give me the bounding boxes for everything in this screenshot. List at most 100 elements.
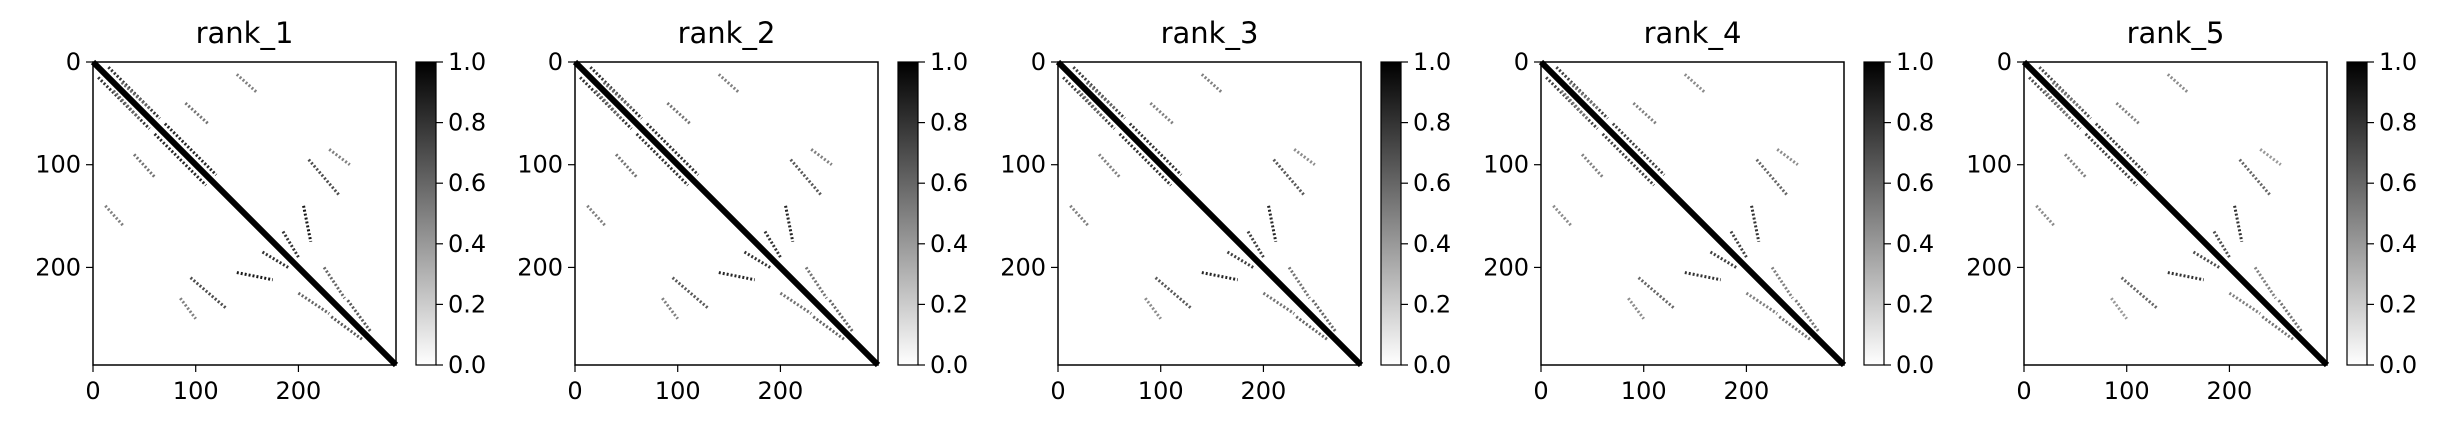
colorbar-tick-label: 0.8 <box>448 109 486 137</box>
contact-band-upper-4 <box>1632 101 1658 125</box>
contact-band-upper-5 <box>2094 122 2149 177</box>
chart-title: rank_5 <box>2127 16 2225 50</box>
contact-traces <box>97 66 372 341</box>
contact-band-upper-3 <box>2166 73 2190 94</box>
colorbar-gradient <box>2346 61 2368 366</box>
diagonal <box>2021 59 2330 368</box>
contact-band-lower-3 <box>1069 204 1090 228</box>
contact-band-upper-5 <box>163 122 218 177</box>
colorbar-tick-label: 0.2 <box>1413 290 1451 318</box>
contact-traces <box>1545 66 1820 341</box>
x-tick-label: 100 <box>1621 377 1667 405</box>
colorbar-tick-label: 1.0 <box>448 48 486 76</box>
contact-band-lower-9 <box>743 250 771 269</box>
contact-band-upper-4 <box>666 101 692 125</box>
colorbar-tick-label: 0.0 <box>1896 351 1934 379</box>
contact-band-lower-9 <box>1226 250 1254 269</box>
x-tick-label: 0 <box>2016 377 2031 405</box>
colorbar-tick-label: 0.2 <box>930 290 968 318</box>
y-tick-label: 0 <box>66 48 81 76</box>
contact-band-lower-5 <box>635 132 690 187</box>
colorbar-tick-label: 0.2 <box>1896 290 1934 318</box>
colorbar-tick-label: 0.6 <box>448 169 486 197</box>
x-tick-label: 0 <box>1533 377 1548 405</box>
colorbar: 0.0 0.2 0.4 0.6 0.8 1.0 <box>2346 48 2417 379</box>
y-tick-label: 100 <box>1966 151 2012 179</box>
x-tick-label: 200 <box>758 377 804 405</box>
colorbar-tick-label: 0.4 <box>1413 230 1451 258</box>
y-tick-label: 200 <box>1483 253 1529 281</box>
heatmap-panel-5: 0 100 200 0 100 200 rank_5 0.0 0.2 0.4 0.6 0.8 1.0 <box>1966 16 2417 405</box>
colorbar-tick-label: 0.4 <box>448 230 486 258</box>
x-tick-label: 100 <box>2104 377 2150 405</box>
colorbar-tick-label: 0.8 <box>1413 109 1451 137</box>
contact-band-lower-6 <box>2110 297 2128 320</box>
chart-title: rank_1 <box>196 16 294 50</box>
contact-band-upper-9 <box>1246 230 1265 258</box>
colorbar-tick-label: 0.0 <box>930 351 968 379</box>
contact-band-upper-5 <box>1611 122 1666 177</box>
colorbar-tick-label: 0.8 <box>2379 109 2417 137</box>
colorbar-gradient <box>897 61 919 366</box>
colorbar-tick-label: 1.0 <box>1896 48 1934 76</box>
contact-band-upper-6 <box>1293 148 1316 166</box>
colorbar-tick-label: 0.4 <box>1896 230 1934 258</box>
contact-band-lower-5 <box>1601 132 1656 187</box>
y-tick-label: 0 <box>1997 48 2012 76</box>
y-tick-label: 100 <box>517 151 563 179</box>
contact-band-upper-5 <box>1128 122 1183 177</box>
contact-band-lower-4 <box>132 153 156 179</box>
colorbar-tick-label: 0.6 <box>1896 169 1934 197</box>
colorbar: 0.0 0.2 0.4 0.6 0.8 1.0 <box>1380 48 1451 379</box>
contact-traces <box>579 66 854 341</box>
contact-band-upper-6 <box>328 148 351 166</box>
axes-frame <box>2023 61 2328 366</box>
axes-frame <box>92 61 397 366</box>
heatmap-panel-4: 0 100 200 0 100 200 rank_4 0.0 0.2 0.4 0.6 0.8 1.0 <box>1483 16 1934 405</box>
contact-band-lower-3 <box>104 204 125 228</box>
contact-band-upper-9 <box>763 230 782 258</box>
colorbar-tick-label: 0.8 <box>930 109 968 137</box>
contact-band-upper-6 <box>2259 148 2282 166</box>
diagonal <box>1055 59 1364 368</box>
contact-band-lower-4 <box>2063 153 2087 179</box>
colorbar-tick-label: 0.6 <box>930 169 968 197</box>
y-tick-label: 200 <box>517 253 563 281</box>
colorbar-gradient <box>415 61 437 366</box>
contact-band-lower-9 <box>261 250 289 269</box>
colorbar-tick-label: 0.2 <box>2379 290 2417 318</box>
colorbar-tick-label: 1.0 <box>1413 48 1451 76</box>
contact-band-upper-3 <box>235 73 259 94</box>
x-tick-label: 200 <box>2207 377 2253 405</box>
contact-band-lower-6 <box>1144 297 1162 320</box>
colorbar-tick-label: 0.8 <box>1896 109 1934 137</box>
colorbar-tick-label: 0.4 <box>2379 230 2417 258</box>
contact-band-lower-6 <box>179 297 197 320</box>
contact-band-lower-3 <box>586 204 607 228</box>
contact-band-lower-6 <box>661 297 679 320</box>
axes-frame <box>1057 61 1362 366</box>
colorbar-tick-label: 1.0 <box>930 48 968 76</box>
contact-band-upper-3 <box>1200 73 1224 94</box>
y-tick-label: 0 <box>1514 48 1529 76</box>
contact-band-upper-3 <box>717 73 741 94</box>
colorbar-gradient <box>1863 61 1885 366</box>
contact-band-upper-6 <box>1776 148 1799 166</box>
x-tick-label: 100 <box>1138 377 1184 405</box>
contact-band-upper-9 <box>1729 230 1748 258</box>
colorbar-tick-label: 0.4 <box>930 230 968 258</box>
contact-band-lower-5 <box>153 132 208 187</box>
y-tick-label: 0 <box>548 48 563 76</box>
diagonal <box>572 59 881 368</box>
contact-band-lower-9 <box>2192 250 2220 269</box>
colorbar-tick-label: 0.2 <box>448 290 486 318</box>
diagonal <box>90 59 399 368</box>
colorbar-tick-label: 0.6 <box>1413 169 1451 197</box>
chart-title: rank_3 <box>1161 16 1259 50</box>
diagonal <box>1538 59 1847 368</box>
x-tick-label: 200 <box>1724 377 1770 405</box>
contact-band-upper-4 <box>184 101 210 125</box>
axes-frame <box>574 61 879 366</box>
x-tick-label: 0 <box>567 377 582 405</box>
x-tick-label: 200 <box>1241 377 1287 405</box>
